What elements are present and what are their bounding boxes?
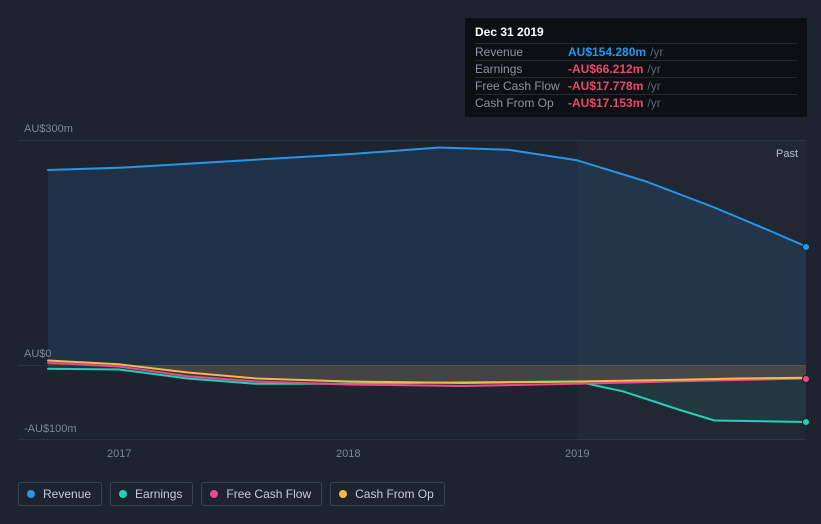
legend-swatch xyxy=(339,490,347,498)
legend-label: Free Cash Flow xyxy=(226,487,311,501)
legend-toggle-revenue[interactable]: Revenue xyxy=(18,482,102,506)
legend-toggle-fcf[interactable]: Free Cash Flow xyxy=(201,482,322,506)
legend-label: Revenue xyxy=(43,487,91,501)
legend-toggle-earnings[interactable]: Earnings xyxy=(110,482,193,506)
y-tick-label: AU$300m xyxy=(24,123,73,135)
chart-plot[interactable]: Past xyxy=(18,140,806,440)
tooltip-label: Revenue xyxy=(475,44,568,61)
x-tick-label: 2019 xyxy=(565,448,589,460)
series-end-marker xyxy=(802,375,810,383)
legend-swatch xyxy=(119,490,127,498)
x-tick-label: 2017 xyxy=(107,448,131,460)
past-label: Past xyxy=(776,148,798,160)
legend-toggle-cfo[interactable]: Cash From Op xyxy=(330,482,445,506)
tooltip-label: Free Cash Flow xyxy=(475,78,568,95)
legend-label: Earnings xyxy=(135,487,182,501)
hover-tooltip: Dec 31 2019 Revenue AU$154.280m /yr Earn… xyxy=(465,18,807,117)
tooltip-row-cfo: Cash From Op -AU$17.153m /yr xyxy=(475,94,797,111)
tooltip-value: -AU$17.153m xyxy=(568,95,643,112)
chart-svg xyxy=(18,140,806,440)
tooltip-value: -AU$66.212m xyxy=(568,61,643,78)
legend: Revenue Earnings Free Cash Flow Cash Fro… xyxy=(18,482,445,506)
tooltip-unit: /yr xyxy=(650,44,663,61)
tooltip-row-fcf: Free Cash Flow -AU$17.778m /yr xyxy=(475,77,797,94)
legend-label: Cash From Op xyxy=(355,487,434,501)
tooltip-row-earnings: Earnings -AU$66.212m /yr xyxy=(475,60,797,77)
tooltip-unit: /yr xyxy=(647,78,660,95)
legend-swatch xyxy=(210,490,218,498)
tooltip-label: Earnings xyxy=(475,61,568,78)
series-end-marker xyxy=(802,418,810,426)
tooltip-unit: /yr xyxy=(647,95,660,112)
x-tick-label: 2018 xyxy=(336,448,360,460)
tooltip-value: -AU$17.778m xyxy=(568,78,643,95)
tooltip-row-revenue: Revenue AU$154.280m /yr xyxy=(475,43,797,60)
series-end-marker xyxy=(802,243,810,251)
legend-swatch xyxy=(27,490,35,498)
tooltip-date: Dec 31 2019 xyxy=(475,24,797,43)
tooltip-unit: /yr xyxy=(647,61,660,78)
tooltip-label: Cash From Op xyxy=(475,95,568,112)
tooltip-value: AU$154.280m xyxy=(568,44,646,61)
